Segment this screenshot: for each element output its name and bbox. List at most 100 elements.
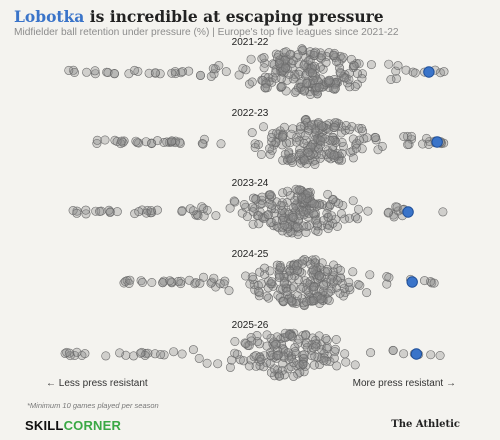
player-dot (341, 121, 351, 131)
player-dot (329, 123, 339, 133)
player-dot (309, 285, 319, 295)
lobotka-dot (423, 66, 435, 78)
lobotka-dot (402, 206, 414, 218)
player-dot (319, 216, 329, 226)
player-dot (317, 258, 327, 268)
player-dot (309, 199, 319, 209)
player-dot (177, 206, 187, 216)
player-dot (224, 286, 234, 296)
player-dot (251, 361, 261, 371)
player-dot (296, 128, 306, 138)
player-dot (72, 347, 82, 357)
player-dot (281, 283, 291, 293)
player-dot (165, 276, 175, 286)
player-dot (175, 137, 185, 147)
player-dot (292, 265, 302, 275)
player-dot (298, 359, 308, 369)
player-dot (311, 342, 321, 352)
player-dot (70, 350, 80, 360)
player-dot (216, 139, 226, 149)
player-dot (306, 142, 316, 152)
player-dot (68, 206, 78, 216)
player-dot (167, 68, 177, 78)
player-dot (302, 297, 312, 307)
player-dot (244, 361, 254, 371)
player-dot (134, 207, 144, 217)
player-dot (188, 345, 198, 355)
player-dot (125, 275, 135, 285)
player-dot (325, 135, 335, 145)
player-dot (241, 339, 251, 349)
player-dot (131, 136, 141, 146)
player-dot (338, 52, 348, 62)
player-dot (302, 221, 312, 231)
player-dot (344, 277, 354, 287)
player-dot (275, 262, 285, 272)
player-dot (276, 200, 286, 210)
player-dot (260, 263, 270, 273)
player-dot (239, 356, 249, 366)
player-dot (406, 131, 416, 141)
player-dot (141, 208, 151, 218)
player-dot (293, 291, 303, 301)
player-dot (267, 277, 277, 287)
player-dot (72, 208, 82, 218)
player-dot (262, 341, 272, 351)
player-dot (298, 206, 308, 216)
player-dot (290, 87, 300, 97)
player-dot (256, 354, 266, 364)
player-dot (254, 286, 264, 296)
player-dot (288, 56, 298, 66)
player-dot (348, 267, 358, 277)
player-dot (306, 203, 316, 213)
more-press-resistant-label: More press resistant → (352, 378, 456, 389)
player-dot (330, 83, 340, 93)
less-press-resistant-label: ← Less press resistant (46, 378, 148, 389)
player-dot (306, 259, 316, 269)
player-dot (355, 280, 365, 290)
player-dot (229, 196, 239, 206)
player-dot (253, 211, 263, 221)
player-dot (280, 220, 290, 230)
player-dot (209, 273, 219, 283)
player-dot (328, 195, 338, 205)
player-dot (429, 278, 439, 288)
player-dot (271, 339, 281, 349)
player-dot (330, 344, 340, 354)
player-dot (305, 67, 315, 77)
season-swarm (64, 44, 449, 100)
player-dot (339, 283, 349, 293)
player-dot (279, 296, 289, 306)
player-dot (143, 205, 153, 215)
player-dot (362, 133, 372, 143)
player-dot (184, 275, 194, 285)
player-dot (255, 288, 265, 298)
player-dot (401, 65, 411, 75)
lobotka-dot (406, 276, 418, 288)
player-dot (262, 330, 272, 340)
player-dot (194, 353, 204, 363)
player-dot (70, 68, 80, 78)
player-dot (211, 282, 221, 292)
player-dot (176, 68, 186, 78)
player-dot (265, 190, 275, 200)
player-dot (245, 279, 255, 289)
player-dot (190, 279, 200, 289)
player-dot (277, 81, 287, 91)
player-dot (308, 75, 318, 85)
season-label: 2024-25 (232, 249, 269, 260)
player-dot (371, 133, 381, 143)
player-dot (268, 73, 278, 83)
player-dot (283, 348, 293, 358)
player-dot (289, 282, 299, 292)
player-dot (272, 332, 282, 342)
player-dot (322, 342, 332, 352)
player-dot (307, 68, 317, 78)
player-dot (307, 255, 317, 265)
player-dot (331, 197, 341, 207)
player-dot (306, 120, 316, 130)
player-dot (329, 353, 339, 363)
player-dot (314, 82, 324, 92)
player-dot (133, 66, 143, 76)
